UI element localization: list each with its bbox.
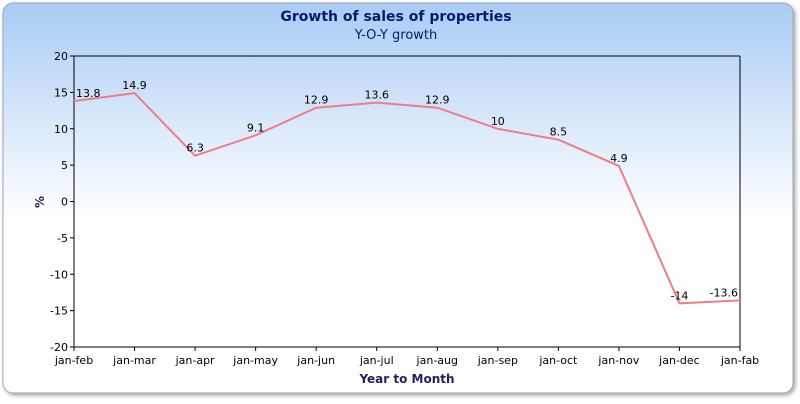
y-axis-ticks: 20 15 10 5 0 -5 -10 -15 -20 <box>50 50 74 354</box>
data-label: 9.1 <box>247 121 265 134</box>
x-axis-ticks: jan-feb jan-mar jan-apr jan-may jan-jun jan-j… <box>54 347 759 367</box>
y-axis-label: % <box>33 196 47 208</box>
data-label: 13.8 <box>76 87 101 100</box>
data-label: -13.6 <box>710 286 738 299</box>
chart-background <box>2 2 794 394</box>
chart-title: Growth of sales of properties <box>280 9 511 25</box>
x-tick-label: jan-jul <box>359 354 394 367</box>
y-tick-label: 0 <box>61 196 68 209</box>
x-tick-label: jan-apr <box>175 354 215 367</box>
data-label: 8.5 <box>550 126 568 139</box>
y-tick-label: 15 <box>54 86 68 99</box>
data-label: 12.9 <box>304 94 329 107</box>
x-tick-label: jan-dec <box>658 354 700 367</box>
x-tick-label: jan-jun <box>296 354 335 367</box>
data-labels: 13.8 14.9 6.3 9.1 12.9 13.6 12.9 10 8.5 4.9 -14 -13… <box>76 79 738 302</box>
x-tick-label: jan-mar <box>112 354 156 367</box>
data-label: 4.9 <box>610 152 628 165</box>
y-tick-label: 5 <box>61 159 68 172</box>
y-tick-label: -5 <box>57 232 68 245</box>
data-label: 14.9 <box>122 79 147 92</box>
x-tick-label: jan-fab <box>720 354 759 367</box>
series-group <box>73 92 741 305</box>
x-tick-label: jan-sep <box>477 354 518 367</box>
x-tick-label: jan-nov <box>597 354 639 367</box>
data-label: 12.9 <box>425 94 450 107</box>
series-line <box>73 92 741 305</box>
x-tick-label: jan-feb <box>54 354 93 367</box>
x-tick-label: jan-may <box>232 354 278 367</box>
y-tick-label: -20 <box>50 341 68 354</box>
chart-subtitle: Y-O-Y growth <box>354 28 438 43</box>
y-tick-label: 10 <box>54 123 68 136</box>
data-label: 6.3 <box>186 142 204 155</box>
x-tick-label: jan-aug <box>416 354 458 367</box>
data-label: 13.6 <box>364 89 389 102</box>
y-tick-label: -15 <box>50 305 68 318</box>
data-label: -14 <box>670 289 688 302</box>
x-tick-label: jan-oct <box>538 354 578 367</box>
x-axis-label: Year to Month <box>358 372 454 386</box>
y-tick-label: -10 <box>50 268 68 281</box>
data-label: 10 <box>491 115 505 128</box>
y-tick-label: 20 <box>54 50 68 63</box>
